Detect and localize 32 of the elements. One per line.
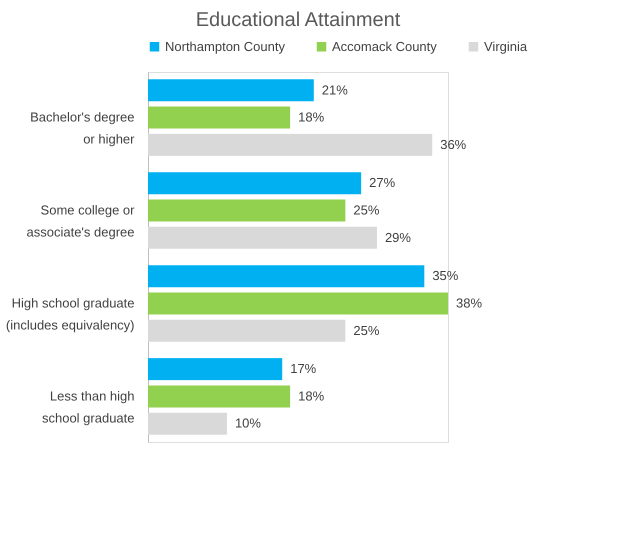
bar	[148, 385, 290, 408]
data-label: 29%	[384, 230, 412, 245]
bar	[148, 200, 346, 222]
bar	[148, 106, 290, 129]
bar	[148, 292, 448, 314]
legend-label: Virginia	[484, 38, 528, 54]
data-label: 18%	[298, 110, 325, 125]
legend-label: Accomack County	[332, 38, 438, 54]
chart-title: Educational Attainment	[196, 9, 401, 31]
y-tick-label: High school graduate (includes equivalency)	[6, 295, 134, 332]
data-label: 21%	[322, 82, 348, 98]
bar	[148, 358, 282, 380]
bar	[148, 412, 227, 435]
data-label: 10%	[234, 416, 262, 431]
bar	[148, 320, 346, 342]
legend-label: Northampton County	[165, 38, 286, 54]
data-label: 36%	[440, 136, 467, 152]
y-tick-label: Bachelor's degree or higher	[30, 110, 136, 147]
data-label: 27%	[369, 175, 396, 190]
data-label: 18%	[298, 388, 325, 404]
y-tick-label: Less than high school graduate	[42, 388, 134, 426]
data-label: 17%	[290, 361, 317, 376]
bar	[148, 172, 362, 194]
data-label: 25%	[353, 322, 380, 338]
bar	[148, 265, 424, 288]
bar	[148, 134, 432, 156]
data-label: 25%	[353, 202, 380, 218]
data-label: 38%	[456, 295, 482, 310]
bar	[148, 79, 314, 102]
bar	[148, 226, 377, 249]
data-label: 35%	[432, 268, 459, 284]
y-tick-label: Some college or associate's degree	[26, 202, 136, 240]
